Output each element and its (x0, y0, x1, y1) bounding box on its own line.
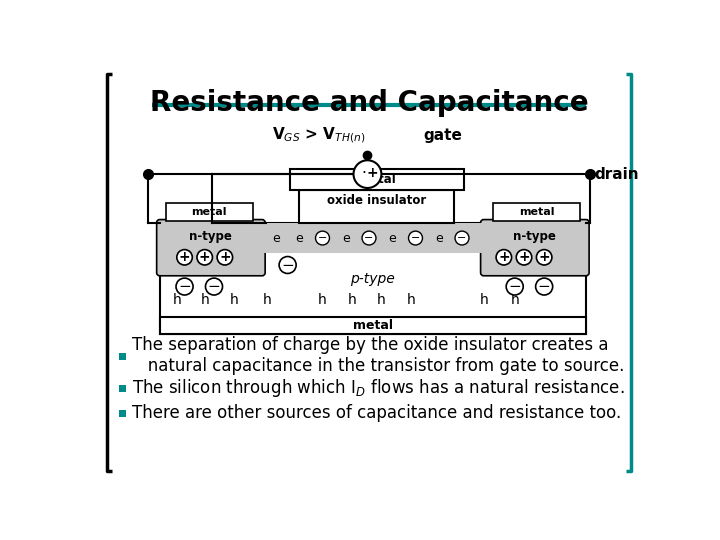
Circle shape (197, 249, 212, 265)
Text: The silicon through which I$_D$ flows has a natural resistance.: The silicon through which I$_D$ flows ha… (132, 377, 624, 399)
Text: +: + (199, 251, 210, 264)
Text: −: − (207, 279, 220, 294)
Text: metal: metal (518, 207, 554, 217)
Text: −: − (282, 258, 294, 273)
Circle shape (217, 249, 233, 265)
Circle shape (205, 278, 222, 295)
Circle shape (506, 278, 523, 295)
Circle shape (354, 160, 382, 188)
Bar (290, 168, 464, 190)
Text: +: + (179, 251, 190, 264)
Circle shape (536, 249, 552, 265)
Circle shape (315, 231, 330, 245)
Text: −: − (457, 233, 467, 243)
Circle shape (177, 249, 192, 265)
Text: h: h (318, 293, 327, 307)
Bar (120, 353, 127, 360)
Bar (120, 385, 127, 392)
FancyBboxPatch shape (481, 220, 589, 276)
Text: +: + (518, 251, 530, 264)
Text: n-type: n-type (513, 230, 557, 243)
Text: oxide insulator: oxide insulator (327, 194, 426, 207)
Text: −: − (364, 233, 374, 243)
Bar (262, 222, 484, 253)
Text: h: h (480, 293, 488, 307)
Circle shape (176, 278, 193, 295)
Text: +: + (366, 166, 378, 180)
Text: −: − (508, 279, 521, 294)
Text: +: + (539, 251, 550, 264)
Circle shape (536, 278, 553, 295)
Text: metal: metal (358, 173, 395, 186)
Text: e: e (272, 232, 280, 245)
FancyBboxPatch shape (157, 220, 265, 276)
Text: −: − (538, 279, 551, 294)
Text: There are other sources of capacitance and resistance too.: There are other sources of capacitance a… (132, 404, 621, 422)
Bar (300, 190, 454, 222)
Text: e: e (388, 232, 396, 245)
Bar (160, 318, 586, 334)
Text: ·: · (361, 166, 366, 181)
Text: Resistance and Capacitance: Resistance and Capacitance (150, 90, 588, 117)
Bar (120, 410, 127, 417)
Bar (160, 222, 586, 334)
Text: V$_{GS}$ > V$_{TH(n)}$: V$_{GS}$ > V$_{TH(n)}$ (272, 126, 365, 145)
Text: h: h (200, 293, 209, 307)
Text: The separation of charge by the oxide insulator creates a
   natural capacitance: The separation of charge by the oxide in… (132, 336, 624, 375)
Circle shape (362, 231, 376, 245)
Text: p-type: p-type (351, 272, 395, 286)
Text: e: e (435, 232, 443, 245)
Circle shape (408, 231, 423, 245)
Text: h: h (348, 293, 356, 307)
Text: h: h (510, 293, 519, 307)
Text: gate: gate (423, 128, 462, 143)
Text: −: − (318, 233, 327, 243)
Text: +: + (219, 251, 230, 264)
Text: drain: drain (595, 167, 639, 181)
Circle shape (455, 231, 469, 245)
Text: −: − (411, 233, 420, 243)
Circle shape (516, 249, 532, 265)
Text: +: + (498, 251, 510, 264)
Text: e: e (342, 232, 350, 245)
Text: n-type: n-type (189, 230, 233, 243)
Circle shape (496, 249, 512, 265)
Text: h: h (230, 293, 238, 307)
Text: metal: metal (192, 207, 227, 217)
Text: metal: metal (353, 319, 393, 332)
Text: h: h (407, 293, 415, 307)
Bar (493, 202, 580, 221)
Text: h: h (377, 293, 386, 307)
Text: h: h (172, 293, 181, 307)
Text: h: h (262, 293, 271, 307)
Text: −: − (178, 279, 191, 294)
Bar (166, 202, 253, 221)
Text: e: e (295, 232, 303, 245)
Circle shape (279, 256, 296, 273)
